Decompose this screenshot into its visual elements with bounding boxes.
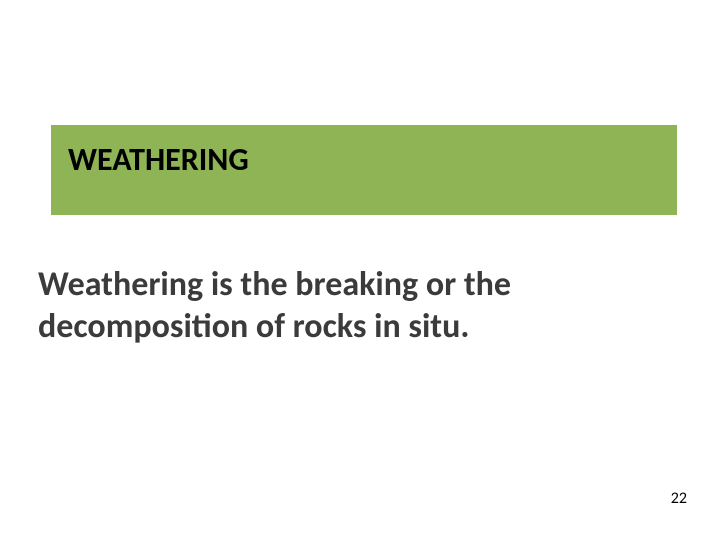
slide-title: WEATHERING — [68, 140, 249, 179]
page-number: 22 — [671, 489, 687, 508]
body-line-2: decomposition of rocks in situ. — [38, 306, 511, 348]
slide-body: Weathering is the breaking or the decomp… — [38, 264, 511, 348]
body-line-1: Weathering is the breaking or the — [38, 264, 511, 306]
